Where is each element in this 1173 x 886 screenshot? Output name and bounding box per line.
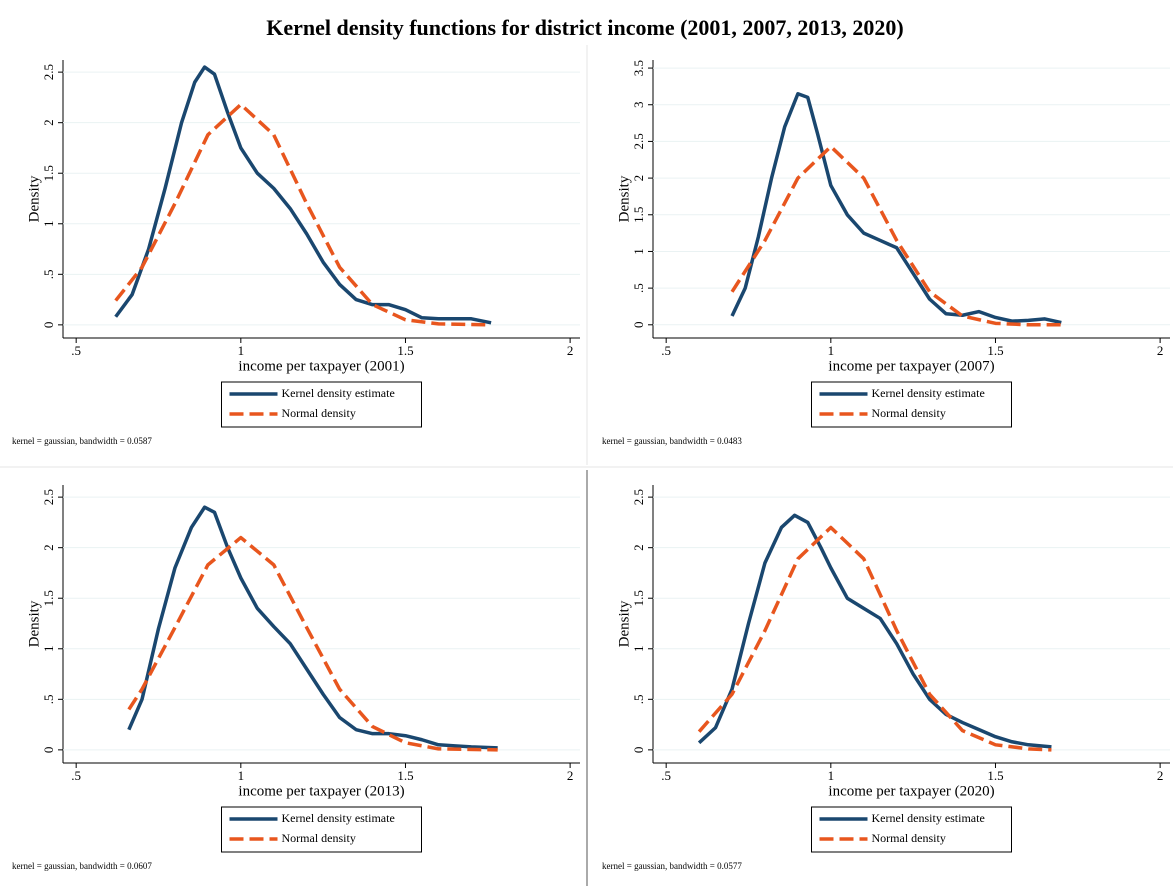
y-tick-label: 1 [41, 646, 56, 653]
y-tick-label: .5 [631, 694, 646, 704]
x-tick-label: .5 [661, 768, 671, 783]
y-tick-label: 1 [41, 221, 56, 228]
legend-label: Normal density [872, 831, 946, 845]
x-tick-label: 2 [567, 768, 574, 783]
x-tick-label: 1 [828, 768, 835, 783]
y-tick-label: 0 [631, 747, 646, 754]
density-line [127, 505, 498, 750]
x-tick-label: 2 [1157, 343, 1164, 358]
x-tick-label: 1.5 [397, 343, 413, 358]
legend-label: Kernel density estimate [282, 386, 395, 400]
legend-label: Kernel density estimate [872, 811, 985, 825]
legend-box [221, 381, 422, 428]
y-tick-label: 2.5 [631, 133, 646, 149]
y-axis-label: Density [26, 600, 42, 647]
y-tick-label: .5 [41, 694, 56, 704]
x-tick-label: 1.5 [987, 768, 1003, 783]
y-tick-label: 3 [631, 101, 646, 108]
density-line [114, 65, 492, 325]
legend-label: Normal density [282, 406, 356, 420]
x-tick-label: 1 [238, 768, 245, 783]
legend-box [811, 806, 1012, 853]
y-tick-label: 3.5 [631, 60, 646, 76]
legend-box [221, 806, 422, 853]
x-tick-label: 2 [1157, 768, 1164, 783]
x-tick-label: 1.5 [397, 768, 413, 783]
y-tick-label: 1.5 [631, 207, 646, 223]
note: kernel = gaussian, bandwidth = 0.0587 [12, 436, 152, 446]
legend-label: Normal density [282, 831, 356, 845]
y-tick-label: 2 [41, 119, 56, 126]
y-axis-label: Density [616, 600, 632, 647]
y-tick-label: 1 [631, 248, 646, 255]
density-line [127, 535, 498, 752]
y-tick-label: 2 [41, 544, 56, 551]
y-tick-label: .5 [41, 269, 56, 279]
density-line [730, 91, 1062, 325]
density-line [114, 102, 492, 327]
x-tick-label: 1 [828, 343, 835, 358]
y-tick-label: 2 [631, 544, 646, 551]
y-tick-label: 1.5 [41, 165, 56, 181]
y-tick-label: 2 [631, 175, 646, 182]
legend-label: Kernel density estimate [282, 811, 395, 825]
x-axis-label: income per taxpayer (2013) [238, 783, 404, 799]
note: kernel = gaussian, bandwidth = 0.0607 [12, 861, 152, 871]
legend-box [811, 381, 1012, 428]
density-line [730, 144, 1062, 327]
y-tick-label: 0 [631, 322, 646, 329]
y-axis-label: Density [26, 175, 42, 222]
y-tick-label: 1 [631, 646, 646, 653]
y-tick-label: .5 [631, 283, 646, 293]
note: kernel = gaussian, bandwidth = 0.0483 [602, 436, 742, 446]
density-line [697, 513, 1052, 749]
y-tick-label: 2.5 [41, 489, 56, 505]
y-tick-label: 1.5 [41, 590, 56, 606]
note: kernel = gaussian, bandwidth = 0.0577 [602, 861, 742, 871]
y-tick-label: 0 [41, 747, 56, 754]
x-tick-label: .5 [661, 343, 671, 358]
legend-label: Kernel density estimate [872, 386, 985, 400]
density-line [697, 525, 1052, 752]
figure-title: Kernel density functions for district in… [266, 15, 904, 40]
y-tick-label: 1.5 [631, 590, 646, 606]
x-axis-label: income per taxpayer (2007) [828, 358, 994, 374]
legend-label: Normal density [872, 406, 946, 420]
x-tick-label: .5 [71, 343, 81, 358]
x-tick-label: 1.5 [987, 343, 1003, 358]
y-axis-label: Density [616, 175, 632, 222]
y-tick-label: 0 [41, 322, 56, 329]
x-tick-label: 2 [567, 343, 574, 358]
x-axis-label: income per taxpayer (2020) [828, 783, 994, 799]
x-tick-label: .5 [71, 768, 81, 783]
y-tick-label: 2.5 [41, 64, 56, 80]
x-tick-label: 1 [238, 343, 245, 358]
y-tick-label: 2.5 [631, 489, 646, 505]
x-axis-label: income per taxpayer (2001) [238, 358, 404, 374]
